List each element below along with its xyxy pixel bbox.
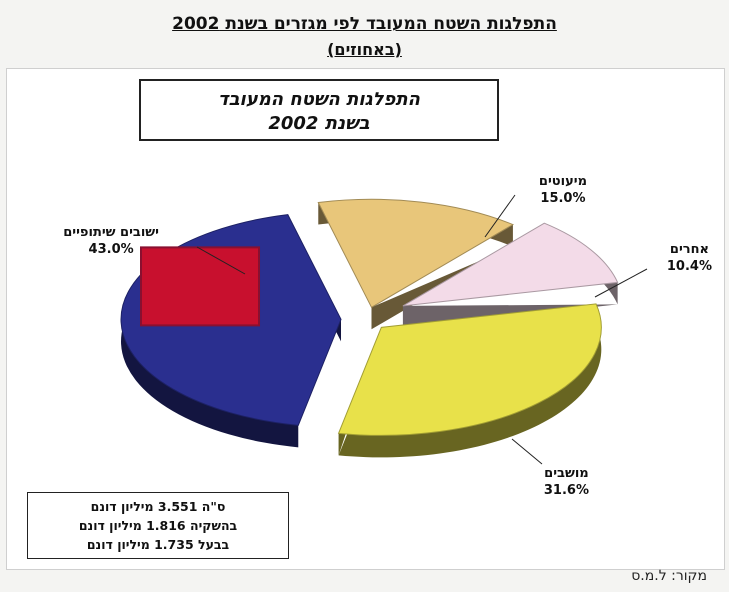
summary-line: בבעל 1.735 מיליון דונם [86, 537, 230, 552]
summary-line: בהשקיה 1.816 מיליון דונם [78, 518, 238, 533]
pie-slice-3 [337, 303, 602, 458]
slice-label-minorities: מיעוטים 15.0% [539, 173, 587, 207]
pie-slice-top-3 [337, 303, 602, 436]
slice-label-cooperative: ישובים שיתופיים 43.0% [63, 224, 159, 258]
slice-value: 10.4% [666, 259, 712, 274]
pie-slice-1 [317, 198, 515, 330]
source-note: מקור: ל.מ.ס [631, 568, 707, 584]
chart-frame: התפלגות השטח המעובד בשנת 2002 ישובים שית… [6, 68, 725, 570]
chart-title-line-1: התפלגות השטח המעובד [218, 89, 420, 110]
slice-value: 15.0% [540, 191, 586, 206]
leader-line-3 [511, 438, 543, 465]
pie-slice-2 [402, 222, 619, 328]
page-title: התפלגות השטח המעובד לפי מגזרים בשנת 2002 [172, 14, 557, 34]
pie-slice-inner-square [140, 246, 261, 327]
pie-slice-top-2 [402, 222, 619, 307]
slice-value: 31.6% [543, 483, 589, 498]
slice-name: ישובים שיתופיים [63, 225, 159, 240]
slice-label-moshavim: מושבים 31.6% [544, 465, 589, 499]
pie-chart [120, 194, 648, 465]
slice-name: מושבים [544, 466, 589, 481]
leader-line-0 [196, 246, 246, 275]
summary-box: ס"ה 3.551 מיליון דונם בהשקיה 1.816 מיליו… [27, 492, 289, 559]
slice-value: 43.0% [88, 242, 134, 257]
slice-name: אחרים [669, 242, 709, 257]
chart-title-box: התפלגות השטח המעובד בשנת 2002 [139, 79, 499, 141]
leader-line-2 [594, 268, 648, 298]
chart-title-line-2: בשנת 2002 [268, 113, 370, 134]
page-subtitle: (באחוזים) [327, 40, 402, 59]
summary-line: ס"ה 3.551 מיליון דונם [90, 499, 226, 514]
slice-label-others: אחרים 10.4% [667, 241, 712, 275]
pie-slice-0 [120, 214, 342, 448]
leader-line-1 [484, 194, 516, 238]
slice-name: מיעוטים [538, 174, 587, 189]
